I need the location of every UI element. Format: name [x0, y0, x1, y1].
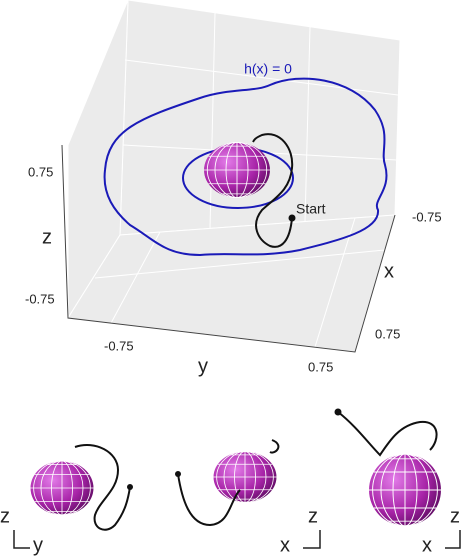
main-panel: h(x) = 0 Start 0.75 -0.75 z -0.75 0.75 y… [25, 0, 442, 377]
trajectory [337, 411, 438, 457]
start-point [334, 408, 342, 416]
obstacle-sphere [368, 453, 442, 527]
back-pane [119, 0, 401, 236]
view-panel: z y [0, 444, 133, 556]
x-axis-label: x [384, 260, 394, 282]
view-axes [303, 530, 321, 549]
trajectory [252, 133, 294, 248]
y-tick-label: 0.75 [308, 359, 333, 374]
start-point [127, 484, 133, 490]
z-tick-label: -0.75 [25, 291, 55, 306]
obstacle-sphere [203, 141, 271, 199]
view-panel: z x [334, 408, 461, 556]
horizontal-axis-label: y [33, 534, 43, 556]
obstacle-sphere [213, 451, 277, 503]
view-axes [445, 530, 461, 549]
view-axes [13, 530, 30, 549]
start-point [288, 214, 296, 222]
z-axis-label: z [42, 226, 52, 248]
vertical-axis-label: z [308, 505, 318, 527]
y-tick-label: -0.75 [104, 338, 134, 353]
start-point [175, 471, 181, 477]
axis-lines [61, 144, 396, 353]
view-panel: z x [175, 439, 321, 556]
level-set-label: h(x) = 0 [244, 61, 292, 77]
horizontal-axis-label: x [422, 534, 432, 556]
start-label: Start [296, 201, 326, 217]
vertical-axis-label: z [450, 505, 460, 527]
x-tick-label: -0.75 [412, 209, 442, 224]
trajectory [177, 439, 280, 527]
x-tick-label: 0.75 [375, 326, 400, 341]
h-level-set [103, 77, 388, 257]
horizontal-axis-label: x [280, 534, 290, 556]
obstacle-sphere [30, 460, 94, 516]
z-tick-label: 0.75 [28, 164, 53, 179]
trajectory [74, 444, 131, 531]
vertical-axis-label: z [0, 505, 10, 527]
y-axis-label: y [198, 355, 208, 377]
